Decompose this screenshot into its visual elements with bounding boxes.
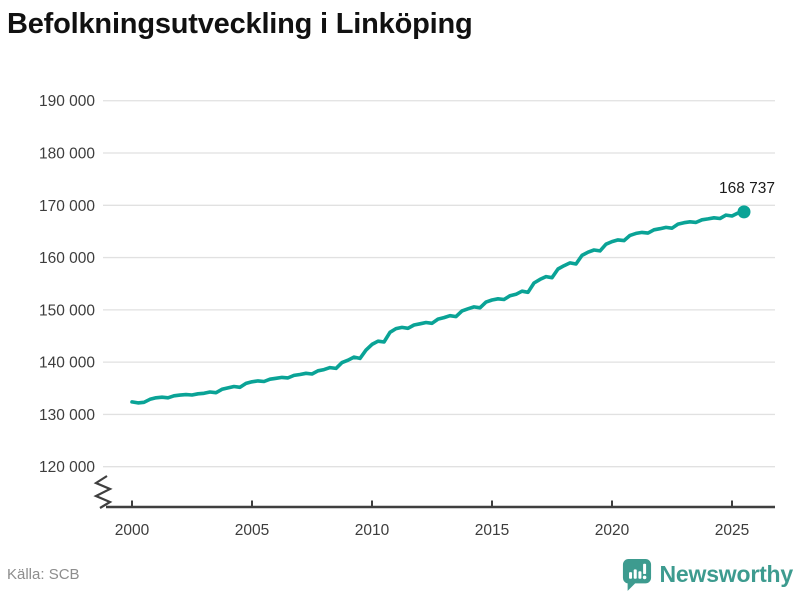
y-axis-tick-label: 150 000: [39, 302, 95, 319]
latest-value-label: 168 737: [719, 180, 775, 197]
y-axis-tick-label: 160 000: [39, 250, 95, 267]
chart-footer: Källa: SCB Newsworthy: [0, 556, 800, 592]
chart-title: Befolkningsutveckling i Linköping: [7, 8, 473, 40]
population-line: [130, 210, 746, 405]
newsworthy-logo[interactable]: Newsworthy: [622, 558, 793, 591]
y-axis-tick-label: 120 000: [39, 459, 95, 476]
x-axis-tick-label: 2015: [475, 522, 509, 539]
x-axis-tick-label: 2020: [595, 522, 630, 539]
y-axis-tick-label: 190 000: [39, 93, 95, 110]
x-axis-tick-label: 2010: [355, 522, 390, 539]
y-axis-tick-label: 140 000: [39, 355, 95, 372]
x-axis-tick-label: 2005: [235, 522, 269, 539]
x-axis-tick-label: 2025: [715, 522, 749, 539]
axis-break-icon: [93, 475, 113, 509]
y-axis-tick-label: 180 000: [39, 146, 95, 163]
y-axis-tick-label: 170 000: [39, 198, 95, 215]
x-axis-tick-label: 2000: [115, 522, 150, 539]
newsworthy-logo-icon: [622, 558, 651, 591]
newsworthy-logo-text: Newsworthy: [659, 560, 794, 587]
y-axis-tick-label: 130 000: [39, 407, 95, 424]
latest-value-dot: [737, 205, 751, 219]
source-label: Källa: SCB: [7, 565, 80, 583]
